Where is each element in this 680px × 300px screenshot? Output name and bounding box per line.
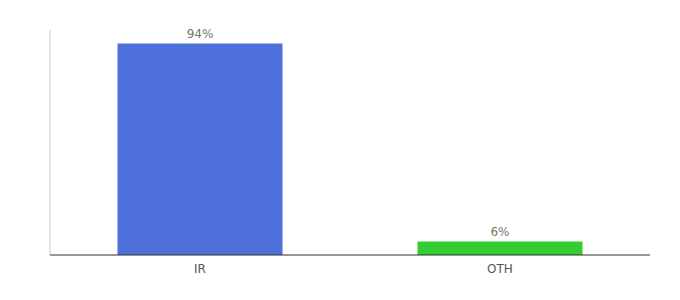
bars (118, 44, 583, 256)
page: {"chart_data": {"type": "bar", "categori… (0, 0, 680, 300)
x-tick-label: IR (194, 262, 206, 276)
bar (418, 242, 583, 256)
x-tick-label: OTH (487, 262, 513, 276)
chart-container: IR OTH 94% 6% (0, 0, 680, 300)
data-label: 6% (490, 225, 509, 239)
chart-svg: IR OTH 94% 6% (0, 0, 680, 300)
x-axis-line (50, 254, 650, 255)
data-label: 94% (187, 27, 214, 41)
y-axis-line (50, 30, 51, 255)
bar (118, 44, 283, 256)
